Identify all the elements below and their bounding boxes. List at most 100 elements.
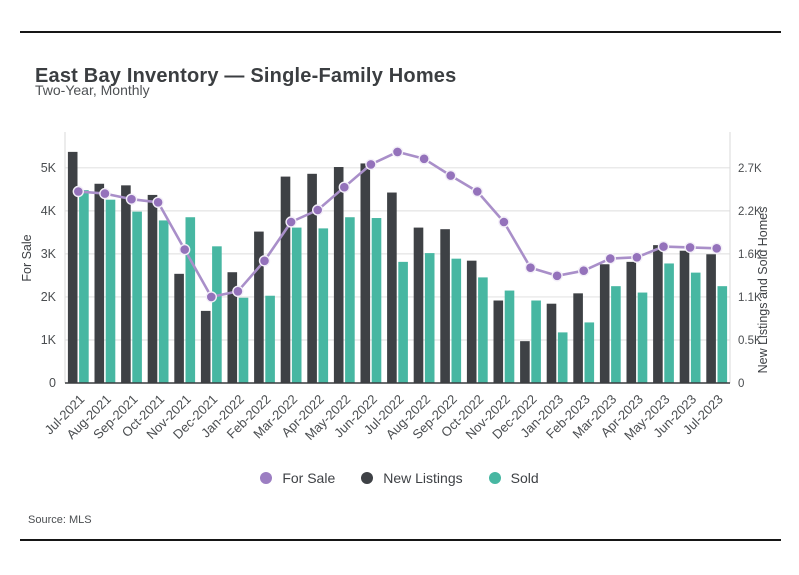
for-sale-point — [338, 181, 350, 193]
bar-sold — [291, 227, 302, 383]
bar-new-listings — [706, 254, 716, 383]
left-axis-tick: 3K — [41, 247, 57, 261]
bar-sold — [79, 190, 89, 383]
for-sale-point — [498, 216, 510, 228]
bar-sold — [637, 292, 648, 383]
right-axis-tick: 0.5K — [738, 335, 762, 347]
bar-new-listings — [679, 250, 690, 383]
bar-new-listings — [67, 151, 78, 383]
bar-new-listings — [333, 167, 344, 383]
for-sale-point — [684, 241, 696, 254]
bar-new-listings — [174, 273, 184, 383]
bottom-rule — [20, 539, 781, 541]
bar-new-listings — [121, 185, 131, 383]
for-sale-point — [365, 158, 377, 171]
line-series-group — [72, 146, 723, 303]
bars-group — [67, 151, 728, 383]
for-sale-point — [711, 242, 723, 255]
legend-item-sold: Sold — [488, 470, 539, 486]
for-sale-point — [72, 185, 85, 198]
left-axis-tick: 4K — [41, 204, 57, 218]
bar-sold — [531, 300, 541, 383]
bar-sold — [265, 295, 275, 383]
bar-new-listings — [626, 261, 637, 383]
bar-new-listings — [94, 183, 105, 383]
bar-sold — [690, 272, 701, 383]
bar-new-listings — [546, 303, 557, 383]
bar-sold — [478, 277, 488, 383]
legend-item-for-sale: For Sale — [260, 470, 335, 486]
bar-new-listings — [200, 310, 211, 383]
bar-new-listings — [440, 229, 450, 383]
for-sale-point — [258, 255, 271, 267]
bar-sold — [611, 286, 621, 383]
for-sale-point — [312, 204, 324, 216]
bar-sold — [132, 211, 142, 383]
chart-legend: For Sale New Listings Sold — [0, 470, 799, 486]
left-axis-tick: 0 — [49, 376, 56, 390]
for-sale-point — [178, 243, 191, 256]
bar-new-listings — [413, 227, 424, 383]
for-sale-point — [152, 196, 164, 209]
left-axis-tick: 5K — [41, 161, 57, 175]
left-axis-title: For Sale — [20, 234, 34, 281]
left-axis-tick: 1K — [41, 333, 57, 347]
for-sale-swatch-icon — [260, 472, 273, 484]
bar-sold — [105, 199, 116, 383]
bar-new-listings — [147, 194, 158, 383]
page-subtitle: Two-Year, Monthly — [35, 82, 150, 98]
bar-new-listings — [520, 341, 530, 383]
bar-sold — [504, 290, 515, 383]
axes-group — [64, 132, 731, 384]
left-axis-tick: 2K — [41, 290, 57, 304]
for-sale-point — [285, 216, 297, 228]
right-axis-tick: 1.6K — [738, 249, 762, 261]
top-rule — [20, 31, 781, 33]
legend-label: New Listings — [383, 470, 463, 486]
new-listings-swatch-icon — [361, 472, 374, 484]
for-sale-point — [551, 270, 563, 282]
right-axis-tick: 1.1K — [738, 292, 762, 304]
for-sale-point — [471, 185, 483, 198]
bar-sold — [185, 217, 196, 383]
for-sale-point — [391, 146, 404, 158]
right-axis-title: New Listings and Sold Homes — [756, 207, 770, 374]
legend-label: Sold — [510, 470, 539, 486]
bar-sold — [212, 246, 222, 383]
legend-label: For Sale — [282, 470, 336, 486]
legend-item-new-listings: New Listings — [361, 470, 463, 486]
bar-new-listings — [599, 264, 610, 383]
bar-new-listings — [307, 173, 317, 383]
for-sale-point — [657, 240, 670, 253]
right-axis-tick: 0 — [738, 378, 744, 390]
bar-sold — [451, 258, 462, 383]
bar-sold — [318, 228, 329, 383]
bar-sold — [717, 286, 728, 383]
source-note: Source: MLS — [28, 514, 92, 526]
bar-new-listings — [493, 300, 504, 383]
bar-new-listings — [653, 245, 663, 383]
for-sale-point — [99, 187, 111, 200]
for-sale-point — [232, 285, 244, 298]
bar-new-listings — [387, 192, 397, 383]
for-sale-point — [445, 169, 457, 182]
for-sale-point — [125, 193, 138, 205]
bar-new-listings — [280, 176, 291, 383]
for-sale-point — [418, 153, 430, 165]
for-sale-point — [578, 264, 590, 277]
bar-sold — [398, 261, 408, 383]
bar-sold — [584, 322, 595, 383]
bar-new-listings — [254, 231, 264, 383]
for-sale-point — [604, 252, 616, 265]
for-sale-point — [205, 291, 218, 303]
bar-sold — [345, 217, 355, 383]
bar-sold — [238, 297, 249, 383]
right-axis-tick: 2.2K — [738, 206, 762, 218]
for-sale-point — [524, 261, 537, 274]
bar-new-listings — [227, 272, 238, 383]
sold-swatch-icon — [488, 472, 501, 484]
chart-area: 0 0 1K 0.5K 2K 1.1K 3K 1.6K 4K 2.2K 5K 2.7K Jul-2021… — [0, 118, 799, 470]
bar-new-listings — [573, 293, 583, 383]
